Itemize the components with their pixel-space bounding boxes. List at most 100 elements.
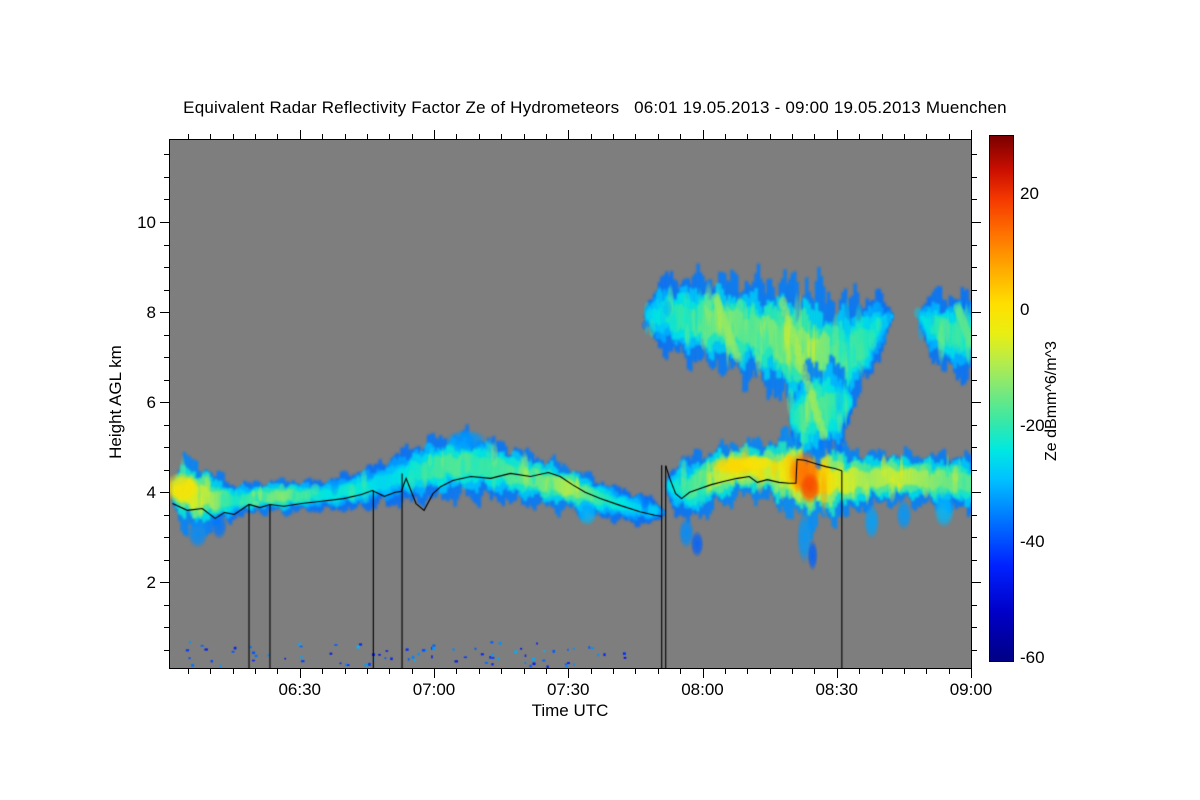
x-axis-tick-top: [926, 134, 927, 139]
y-axis-tick-right: [972, 537, 977, 538]
y-axis-tick-right: [972, 650, 977, 651]
colorbar-tick-label: -60: [1020, 648, 1045, 667]
y-axis-tick-right: [972, 380, 977, 381]
x-axis-tick: [210, 669, 211, 674]
x-axis-tick-top: [613, 134, 614, 139]
y-axis-tick: [160, 312, 169, 313]
y-axis-tick: [164, 447, 169, 448]
x-tick-label: 07:00: [412, 680, 456, 699]
colorbar-tick-label: 20: [1020, 184, 1039, 203]
x-axis-tick: [926, 669, 927, 674]
x-axis-tick-top: [837, 130, 838, 139]
y-axis-tick-right: [972, 582, 981, 583]
y-axis-tick: [164, 380, 169, 381]
y-axis-tick-right: [972, 312, 981, 313]
y-axis-tick: [164, 177, 169, 178]
x-tick-label: 08:30: [815, 680, 859, 699]
x-axis-tick-top: [524, 134, 525, 139]
x-axis-tick-top: [412, 134, 413, 139]
y-axis-tick-right: [972, 245, 977, 246]
x-axis-tick: [479, 669, 480, 674]
plot-area: [169, 139, 972, 669]
y-axis-tick-right: [972, 290, 977, 291]
y-axis-tick: [160, 492, 169, 493]
x-axis-tick-top: [322, 134, 323, 139]
y-axis-tick-right: [972, 267, 977, 268]
y-axis-tick: [160, 222, 169, 223]
x-axis-tick-top: [568, 130, 569, 139]
x-axis-tick-top: [703, 130, 704, 139]
x-axis-tick: [792, 669, 793, 674]
x-axis-tick-top: [770, 134, 771, 139]
x-axis-tick: [882, 669, 883, 674]
y-axis-tick-right: [972, 154, 977, 155]
x-axis-tick-top: [814, 134, 815, 139]
x-axis-tick: [389, 669, 390, 674]
x-axis-tick: [524, 669, 525, 674]
x-axis-tick-top: [188, 134, 189, 139]
y-axis-tick: [164, 627, 169, 628]
colorbar: [989, 135, 1014, 662]
x-axis-tick: [613, 669, 614, 674]
x-axis-tick: [233, 669, 234, 674]
x-axis-tick-top: [367, 134, 368, 139]
y-axis-tick: [164, 470, 169, 471]
x-axis-label: Time UTC: [531, 701, 609, 720]
x-axis-tick-top: [345, 134, 346, 139]
y-axis-tick: [164, 357, 169, 358]
y-axis-tick-right: [972, 177, 977, 178]
x-tick-label: 08:00: [681, 680, 724, 699]
x-axis-tick: [904, 669, 905, 674]
x-axis-tick-top: [434, 130, 435, 139]
x-axis-tick-top: [904, 134, 905, 139]
x-tick-label: 09:00: [949, 680, 993, 699]
y-axis-tick: [164, 515, 169, 516]
x-axis-tick-top: [658, 134, 659, 139]
x-axis-tick: [277, 669, 278, 674]
x-axis-tick-top: [456, 134, 457, 139]
colorbar-tick-label: 0: [1020, 300, 1030, 319]
y-axis-tick: [164, 537, 169, 538]
y-axis-tick: [164, 267, 169, 268]
x-axis-tick-top: [300, 130, 301, 139]
x-axis-tick-top: [792, 134, 793, 139]
y-axis-tick: [164, 425, 169, 426]
y-tick-label: 6: [146, 393, 156, 413]
y-axis-tick-right: [972, 560, 977, 561]
x-axis-tick: [658, 669, 659, 674]
y-axis-tick: [164, 605, 169, 606]
y-axis-tick: [164, 335, 169, 336]
x-axis-tick-top: [210, 134, 211, 139]
y-axis-tick: [164, 245, 169, 246]
x-axis-tick-top: [479, 134, 480, 139]
colorbar-tick-label: -20: [1020, 416, 1045, 435]
x-axis-tick-top: [389, 134, 390, 139]
y-tick-label: 4: [146, 483, 156, 503]
x-axis-tick-top: [725, 134, 726, 139]
x-axis-tick: [501, 669, 502, 674]
x-axis-tick: [703, 669, 704, 678]
x-axis-tick-top: [635, 134, 636, 139]
y-axis-tick: [164, 199, 169, 200]
y-axis-tick-right: [972, 470, 977, 471]
y-axis-tick-right: [972, 605, 977, 606]
x-tick-label: 07:30: [546, 680, 590, 699]
x-axis-tick: [725, 669, 726, 674]
x-axis-tick-top: [255, 134, 256, 139]
x-axis-tick-top: [546, 134, 547, 139]
x-axis-tick: [434, 669, 435, 678]
x-axis-tick: [456, 669, 457, 674]
x-axis-tick-top: [277, 134, 278, 139]
y-axis-tick-right: [972, 425, 977, 426]
x-axis-tick: [680, 669, 681, 674]
x-axis-tick: [814, 669, 815, 674]
x-axis-tick: [635, 669, 636, 674]
x-axis-tick: [188, 669, 189, 674]
y-axis-tick-right: [972, 199, 977, 200]
x-tick-label: 06:30: [278, 680, 322, 699]
x-axis-tick: [859, 669, 860, 674]
x-axis-tick: [546, 669, 547, 674]
x-axis-tick-top: [747, 134, 748, 139]
y-axis-tick: [160, 402, 169, 403]
